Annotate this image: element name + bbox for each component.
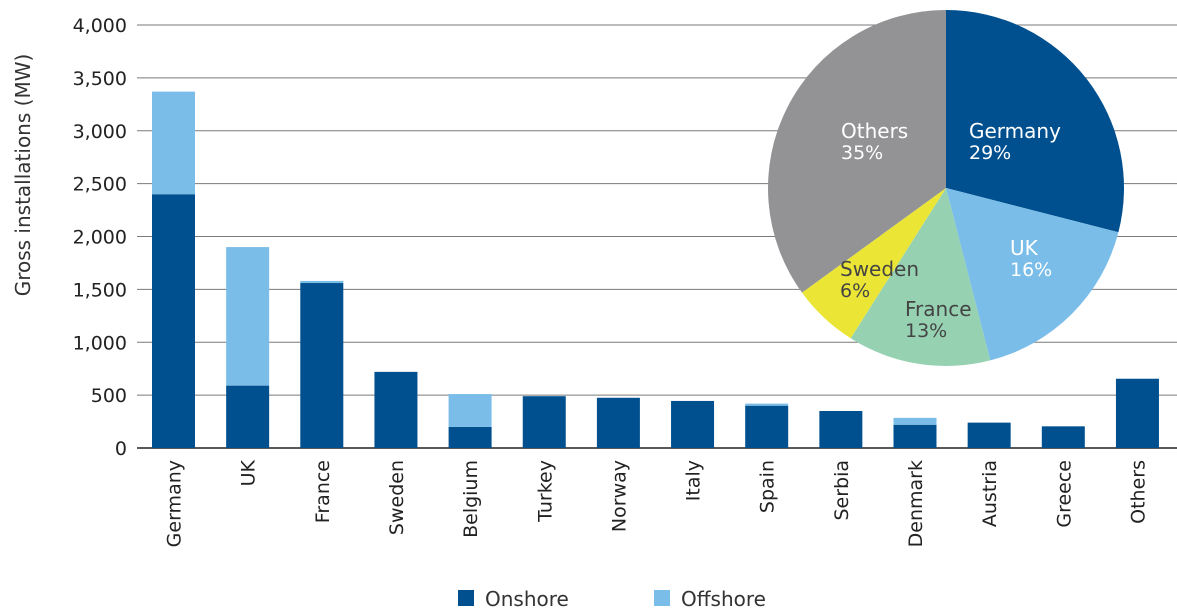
bar-onshore-denmark	[893, 424, 937, 448]
x-tick-label: Norway	[608, 460, 630, 532]
x-tick-label: Germany	[164, 460, 186, 547]
bar-onshore-sweden	[374, 371, 418, 448]
bar-offshore-france	[300, 280, 344, 284]
y-tick-label: 2,000	[73, 227, 127, 249]
x-tick-label: France	[312, 460, 334, 523]
pie-label-uk: UK	[1010, 236, 1039, 260]
bar-onshore-austria	[967, 422, 1011, 448]
bar-onshore-belgium	[448, 426, 492, 448]
bar-offshore-denmark	[893, 417, 937, 425]
pie-percent-france: 13%	[905, 320, 947, 342]
x-tick-label: Spain	[757, 460, 779, 513]
x-tick-label: Sweden	[386, 460, 408, 535]
bar-offshore-uk	[226, 247, 270, 386]
pie-slice-others	[768, 10, 946, 293]
x-tick-label: Italy	[683, 460, 705, 501]
bar-onshore-turkey	[522, 396, 566, 448]
legend-swatch-offshore	[654, 590, 670, 606]
pie-label-others: Others	[841, 119, 908, 143]
y-tick-label: 3,000	[73, 121, 127, 143]
pie-label-germany: Germany	[969, 119, 1061, 143]
pie-label-france: France	[905, 297, 972, 321]
x-tick-label: UK	[238, 459, 260, 486]
bar-onshore-norway	[596, 397, 640, 448]
bar-onshore-germany	[152, 194, 195, 448]
pie-label-sweden: Sweden	[840, 257, 919, 281]
y-tick-label: 0	[115, 438, 127, 460]
bar-onshore-spain	[745, 405, 789, 448]
pie-slice-sweden	[801, 188, 946, 339]
bar-onshore-france	[300, 283, 344, 448]
y-tick-label: 4,000	[73, 15, 127, 37]
legend: Onshore Offshore	[458, 587, 766, 611]
bar-group	[152, 91, 1159, 448]
x-axis-ticks: Germany UK France Sweden Belgium Turkey Norway…	[164, 459, 1150, 547]
bar-offshore-spain	[745, 403, 789, 406]
pie-percent-uk: 16%	[1010, 259, 1052, 281]
bar-offshore-belgium	[448, 394, 492, 427]
x-tick-label: Others	[1127, 460, 1149, 524]
x-tick-label: Turkey	[534, 460, 556, 523]
x-tick-label: Austria	[979, 460, 1001, 527]
bar-onshore-uk	[226, 385, 270, 448]
pie-percent-sweden: 6%	[840, 280, 870, 302]
x-tick-label: Serbia	[831, 460, 853, 521]
y-tick-label: 1,500	[73, 279, 127, 301]
y-tick-label: 500	[91, 385, 127, 407]
bar-onshore-others	[1115, 378, 1159, 448]
legend-swatch-onshore	[458, 590, 474, 606]
pie-percent-germany: 29%	[969, 142, 1011, 164]
bar-onshore-greece	[1041, 426, 1085, 448]
bar-onshore-italy	[671, 400, 715, 448]
x-tick-label: Greece	[1053, 460, 1075, 528]
bar-offshore-germany	[152, 91, 195, 195]
pie-slice-uk	[946, 188, 1119, 361]
bar-onshore-serbia	[819, 410, 863, 448]
legend-label-onshore: Onshore	[485, 587, 569, 611]
x-tick-label: Denmark	[905, 460, 927, 547]
y-tick-label: 3,500	[73, 68, 127, 90]
pie-slice-france	[850, 188, 991, 367]
legend-label-offshore: Offshore	[681, 587, 766, 611]
y-axis-ticks: 0 500 1,000 1,500 2,000 2,500 3,000 3,500 4,000	[73, 15, 127, 460]
pie-slice-germany	[946, 10, 1124, 233]
pie-percent-others: 35%	[841, 142, 883, 164]
x-tick-label: Belgium	[460, 460, 482, 538]
y-axis-label: Gross installations (MW)	[11, 54, 35, 297]
y-tick-label: 1,000	[73, 332, 127, 354]
y-tick-label: 2,500	[73, 174, 127, 196]
